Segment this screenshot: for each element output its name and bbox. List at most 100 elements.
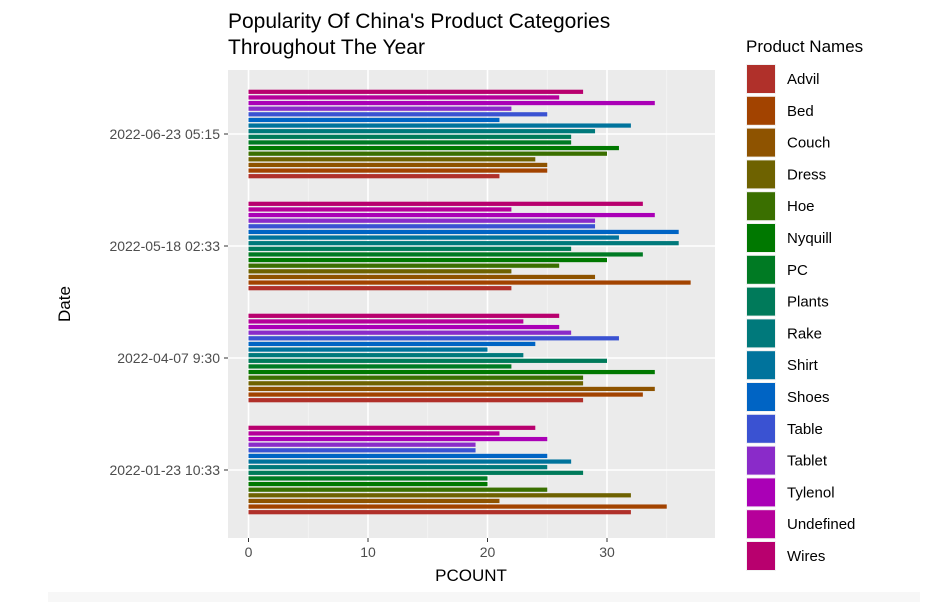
bar-rake-1 bbox=[248, 353, 524, 358]
bar-plants-0 bbox=[248, 470, 584, 475]
legend-label-nyquill: Nyquill bbox=[787, 230, 832, 247]
legend-title: Product Names bbox=[746, 37, 863, 56]
bar-shoes-3 bbox=[248, 117, 500, 123]
legend-key-plants bbox=[747, 287, 775, 316]
bar-couch-2 bbox=[248, 274, 596, 280]
legend: Advil Bed Couch Dress Hoe Nyquill PC Plants Rake… bbox=[746, 64, 855, 571]
x-tick-label: 20 bbox=[480, 544, 496, 560]
legend-key-couch bbox=[747, 128, 775, 157]
legend-label-pc: PC bbox=[787, 262, 808, 279]
chart-title-line-1: Popularity Of China's Product Categories bbox=[228, 10, 610, 33]
bar-plants-2 bbox=[248, 246, 572, 251]
legend-key-tablet bbox=[747, 446, 775, 475]
bar-pc-3 bbox=[248, 140, 572, 145]
bar-table-2 bbox=[248, 224, 596, 229]
bar-nyquill-1 bbox=[248, 369, 655, 375]
bar-table-0 bbox=[248, 448, 476, 453]
bar-pc-2 bbox=[248, 252, 643, 257]
legend-label-advil: Advil bbox=[787, 71, 820, 88]
legend-label-table: Table bbox=[787, 421, 823, 438]
bar-couch-1 bbox=[248, 386, 655, 392]
bar-undefined-2 bbox=[248, 207, 512, 212]
bar-shoes-2 bbox=[248, 229, 679, 235]
bar-shirt-3 bbox=[248, 123, 631, 128]
chart-title-line-2: Throughout The Year bbox=[228, 36, 425, 59]
bar-rake-0 bbox=[248, 465, 548, 470]
legend-key-nyquill bbox=[747, 224, 775, 252]
y-tick-label: 2022-01-23 10:33 bbox=[109, 462, 220, 478]
bar-shirt-1 bbox=[248, 347, 488, 352]
bar-nyquill-3 bbox=[248, 145, 619, 151]
legend-key-pc bbox=[747, 255, 775, 284]
legend-key-hoe bbox=[747, 192, 775, 221]
bar-bed-2 bbox=[248, 280, 691, 285]
bar-table-1 bbox=[248, 336, 619, 341]
bar-nyquill-0 bbox=[248, 481, 488, 487]
x-tick-label: 0 bbox=[245, 544, 253, 560]
bar-wires-3 bbox=[248, 89, 584, 94]
legend-key-tylenol bbox=[747, 478, 775, 507]
bottom-strip bbox=[48, 592, 920, 602]
bar-shirt-2 bbox=[248, 235, 619, 240]
bar-tablet-3 bbox=[248, 106, 512, 111]
y-axis-label: Date bbox=[55, 286, 74, 322]
bar-undefined-1 bbox=[248, 319, 524, 324]
bar-dress-2 bbox=[248, 269, 512, 274]
legend-label-couch: Couch bbox=[787, 135, 830, 152]
bar-tablet-1 bbox=[248, 330, 572, 335]
bar-shoes-0 bbox=[248, 453, 548, 459]
bar-advil-1 bbox=[248, 398, 584, 403]
bar-couch-3 bbox=[248, 162, 548, 168]
bar-rake-2 bbox=[248, 241, 679, 246]
bar-nyquill-2 bbox=[248, 257, 607, 263]
bar-tylenol-2 bbox=[248, 212, 655, 218]
bar-tablet-2 bbox=[248, 218, 596, 223]
bar-couch-0 bbox=[248, 498, 500, 504]
bar-pc-0 bbox=[248, 476, 488, 481]
x-axis-label: PCOUNT bbox=[435, 566, 507, 585]
legend-key-wires bbox=[747, 542, 775, 570]
legend-key-shirt bbox=[747, 351, 775, 380]
bar-advil-3 bbox=[248, 174, 500, 179]
bar-bed-3 bbox=[248, 168, 548, 173]
x-tick-label: 10 bbox=[360, 544, 376, 560]
bar-shoes-1 bbox=[248, 341, 536, 347]
legend-key-shoes bbox=[747, 383, 775, 411]
legend-label-rake: Rake bbox=[787, 325, 822, 342]
bar-tylenol-3 bbox=[248, 100, 655, 106]
legend-label-plants: Plants bbox=[787, 294, 829, 311]
legend-label-hoe: Hoe bbox=[787, 198, 815, 215]
legend-key-rake bbox=[747, 319, 775, 348]
y-tick-label: 2022-04-07 9:30 bbox=[117, 350, 220, 366]
legend-key-undefined bbox=[747, 510, 775, 539]
legend-label-tablet: Tablet bbox=[787, 453, 828, 470]
legend-label-shirt: Shirt bbox=[787, 357, 819, 374]
bar-wires-0 bbox=[248, 425, 536, 430]
bar-pc-1 bbox=[248, 364, 512, 369]
y-tick-label: 2022-05-18 02:33 bbox=[109, 238, 220, 254]
y-tick-label: 2022-06-23 05:15 bbox=[109, 126, 220, 142]
bar-hoe-3 bbox=[248, 151, 607, 156]
bar-plants-1 bbox=[248, 358, 607, 363]
bar-hoe-0 bbox=[248, 487, 548, 492]
bar-undefined-0 bbox=[248, 431, 500, 436]
legend-label-undefined: Undefined bbox=[787, 516, 855, 533]
bar-rake-3 bbox=[248, 129, 596, 134]
bar-bed-1 bbox=[248, 392, 643, 397]
bar-tylenol-1 bbox=[248, 324, 560, 330]
legend-label-shoes: Shoes bbox=[787, 389, 830, 406]
bar-wires-2 bbox=[248, 201, 643, 206]
legend-label-bed: Bed bbox=[787, 103, 814, 120]
x-tick-label: 30 bbox=[599, 544, 615, 560]
bar-tylenol-0 bbox=[248, 436, 548, 442]
bars bbox=[248, 89, 691, 515]
legend-label-dress: Dress bbox=[787, 166, 826, 183]
legend-key-table bbox=[747, 414, 775, 443]
bar-advil-0 bbox=[248, 510, 631, 515]
bar-advil-2 bbox=[248, 286, 512, 291]
bar-plants-3 bbox=[248, 134, 572, 139]
bar-shirt-0 bbox=[248, 459, 572, 464]
bar-bed-0 bbox=[248, 504, 667, 509]
